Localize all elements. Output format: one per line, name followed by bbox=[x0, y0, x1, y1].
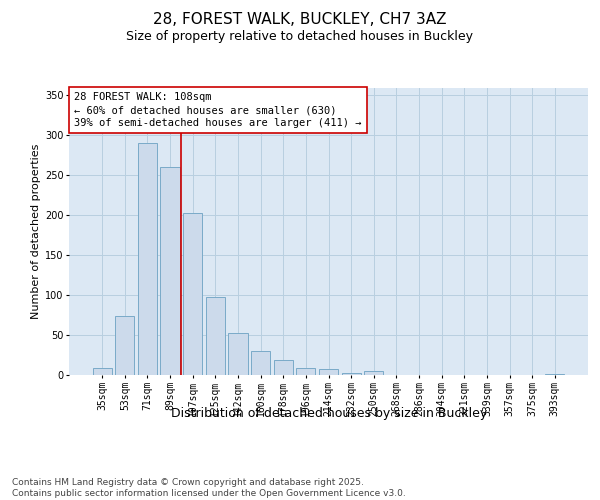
Bar bbox=[229, 332, 248, 375]
Bar bbox=[115, 316, 134, 375]
Bar bbox=[206, 296, 225, 375]
Text: Distribution of detached houses by size in Buckley: Distribution of detached houses by size … bbox=[170, 408, 487, 420]
Text: Contains HM Land Registry data © Crown copyright and database right 2025.
Contai: Contains HM Land Registry data © Crown c… bbox=[12, 478, 406, 498]
Bar bbox=[160, 168, 180, 375]
Bar bbox=[183, 213, 202, 375]
Bar bbox=[341, 372, 361, 375]
Text: Size of property relative to detached houses in Buckley: Size of property relative to detached ho… bbox=[127, 30, 473, 43]
Bar bbox=[364, 371, 383, 375]
Bar bbox=[138, 144, 157, 375]
Bar bbox=[251, 351, 270, 375]
Y-axis label: Number of detached properties: Number of detached properties bbox=[31, 144, 41, 319]
Bar bbox=[274, 360, 293, 375]
Bar bbox=[545, 374, 565, 375]
Bar bbox=[92, 368, 112, 375]
Bar bbox=[319, 368, 338, 375]
Bar bbox=[296, 368, 316, 375]
Text: 28 FOREST WALK: 108sqm
← 60% of detached houses are smaller (630)
39% of semi-de: 28 FOREST WALK: 108sqm ← 60% of detached… bbox=[74, 92, 362, 128]
Text: 28, FOREST WALK, BUCKLEY, CH7 3AZ: 28, FOREST WALK, BUCKLEY, CH7 3AZ bbox=[153, 12, 447, 28]
